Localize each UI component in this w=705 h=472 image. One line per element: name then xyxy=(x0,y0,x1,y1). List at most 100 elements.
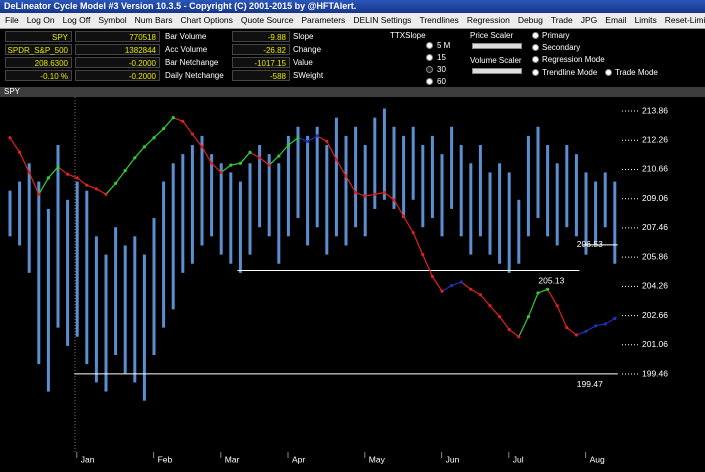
radio-button[interactable] xyxy=(426,66,433,73)
cycle-point xyxy=(210,161,214,165)
cycle-point xyxy=(238,161,242,165)
radio-button[interactable] xyxy=(532,56,539,63)
cycle-point xyxy=(27,170,31,175)
price-bar xyxy=(296,126,300,219)
menu-item[interactable]: Parameters xyxy=(301,15,346,25)
value-field: -0.2000 xyxy=(75,57,160,68)
menu-item[interactable]: Log On xyxy=(26,15,55,25)
radio-button[interactable] xyxy=(532,44,539,51)
price-bar xyxy=(66,199,70,346)
cycle-point xyxy=(392,198,396,202)
menu-item[interactable]: DELIN Settings xyxy=(353,15,412,25)
cycle-point xyxy=(229,163,233,167)
cycle-point xyxy=(286,143,290,147)
cycle-line xyxy=(460,281,520,338)
price-bar xyxy=(181,154,185,273)
price-bar xyxy=(56,145,60,328)
y-tick-label: 207.46 xyxy=(642,222,668,232)
level-label: 205.13 xyxy=(538,276,564,286)
cycle-point xyxy=(8,136,12,140)
cycle-point xyxy=(94,187,98,191)
cycle-point xyxy=(402,214,406,218)
x-tick-label: May xyxy=(369,454,386,464)
price-bar xyxy=(37,181,41,365)
menu-item[interactable]: Trendlines xyxy=(419,15,459,25)
menu-item[interactable]: File xyxy=(5,15,19,25)
cycle-point xyxy=(498,315,502,319)
cycle-point xyxy=(469,287,473,291)
cycle-point xyxy=(450,284,454,288)
menu-item[interactable]: Limits xyxy=(634,15,657,25)
price-bar xyxy=(306,135,310,246)
cycle-point xyxy=(421,252,425,257)
price-bar xyxy=(555,163,559,246)
slider[interactable] xyxy=(472,68,522,74)
price-bar xyxy=(488,172,492,255)
price-bar xyxy=(373,117,377,209)
price-bar xyxy=(498,163,502,264)
radio-button[interactable] xyxy=(605,69,612,76)
price-bar xyxy=(450,126,454,209)
menu-item[interactable]: Email xyxy=(605,15,627,25)
price-bar xyxy=(277,163,281,264)
radio-label: Regression Mode xyxy=(542,55,605,64)
radio-button[interactable] xyxy=(532,32,539,39)
menu-item[interactable]: Num Bars xyxy=(134,15,173,25)
radio-label: Trendline Mode xyxy=(542,68,598,77)
cycle-line xyxy=(105,117,174,195)
price-bar xyxy=(507,172,511,273)
radio-button[interactable] xyxy=(532,69,539,76)
cycle-point xyxy=(190,132,194,136)
menu-item[interactable]: Log Off xyxy=(62,15,91,25)
field-label: Slope xyxy=(293,32,314,41)
cycle-point xyxy=(411,231,415,235)
price-bar xyxy=(123,245,127,374)
radio-button[interactable] xyxy=(426,78,433,85)
radio-button[interactable] xyxy=(426,54,433,61)
x-tick-label: Aug xyxy=(590,454,605,464)
slider[interactable] xyxy=(472,43,522,49)
price-bar xyxy=(229,172,233,264)
price-bar xyxy=(258,145,262,228)
price-bar xyxy=(334,117,338,237)
y-tick-label: 210.66 xyxy=(642,164,668,174)
cycle-point xyxy=(546,287,550,291)
cycle-line xyxy=(297,135,318,143)
menu-item[interactable]: Chart Options xyxy=(180,15,233,25)
menu-item[interactable]: Debug xyxy=(517,15,543,25)
value-field: SPDR_S&P_500 xyxy=(5,44,72,55)
radio-button[interactable] xyxy=(426,42,433,49)
cycle-point xyxy=(296,136,300,140)
y-tick-label: 201.06 xyxy=(642,339,668,349)
menu-item[interactable]: Reset-Limits xyxy=(664,15,705,25)
price-bar xyxy=(114,227,118,356)
price-bar xyxy=(402,135,406,219)
cycle-point xyxy=(114,181,118,185)
price-bar xyxy=(315,126,319,228)
price-bar xyxy=(94,236,98,383)
menu-item[interactable]: Symbol xyxy=(98,15,127,25)
radio-label: 15 xyxy=(437,53,446,62)
menu-item[interactable]: Regression xyxy=(466,15,510,25)
cycle-point xyxy=(181,119,185,123)
cycle-point xyxy=(478,293,482,297)
cycle-point xyxy=(344,174,348,178)
cycle-point xyxy=(334,158,338,162)
field-label: Bar Netchange xyxy=(165,58,219,67)
cycle-point xyxy=(200,145,204,149)
x-tick-label: Mar xyxy=(225,454,240,464)
cycle-line xyxy=(576,317,616,336)
price-bar xyxy=(248,163,252,255)
cycle-point xyxy=(488,304,492,308)
menu-bar: File Log On Log Off Symbol Num Bars Chart Opt… xyxy=(0,13,705,29)
chart-label: SPY xyxy=(0,87,705,97)
menu-item[interactable]: JPG xyxy=(580,15,598,25)
price-bar xyxy=(75,181,79,337)
x-tick-label: Jan xyxy=(81,454,95,464)
menu-item[interactable]: Quote Source xyxy=(240,15,294,25)
price-bar xyxy=(517,199,521,264)
cycle-point xyxy=(517,335,521,339)
menu-item[interactable]: Trade xyxy=(550,15,573,25)
x-tick-label: Feb xyxy=(158,454,173,464)
price-bar xyxy=(190,145,194,264)
